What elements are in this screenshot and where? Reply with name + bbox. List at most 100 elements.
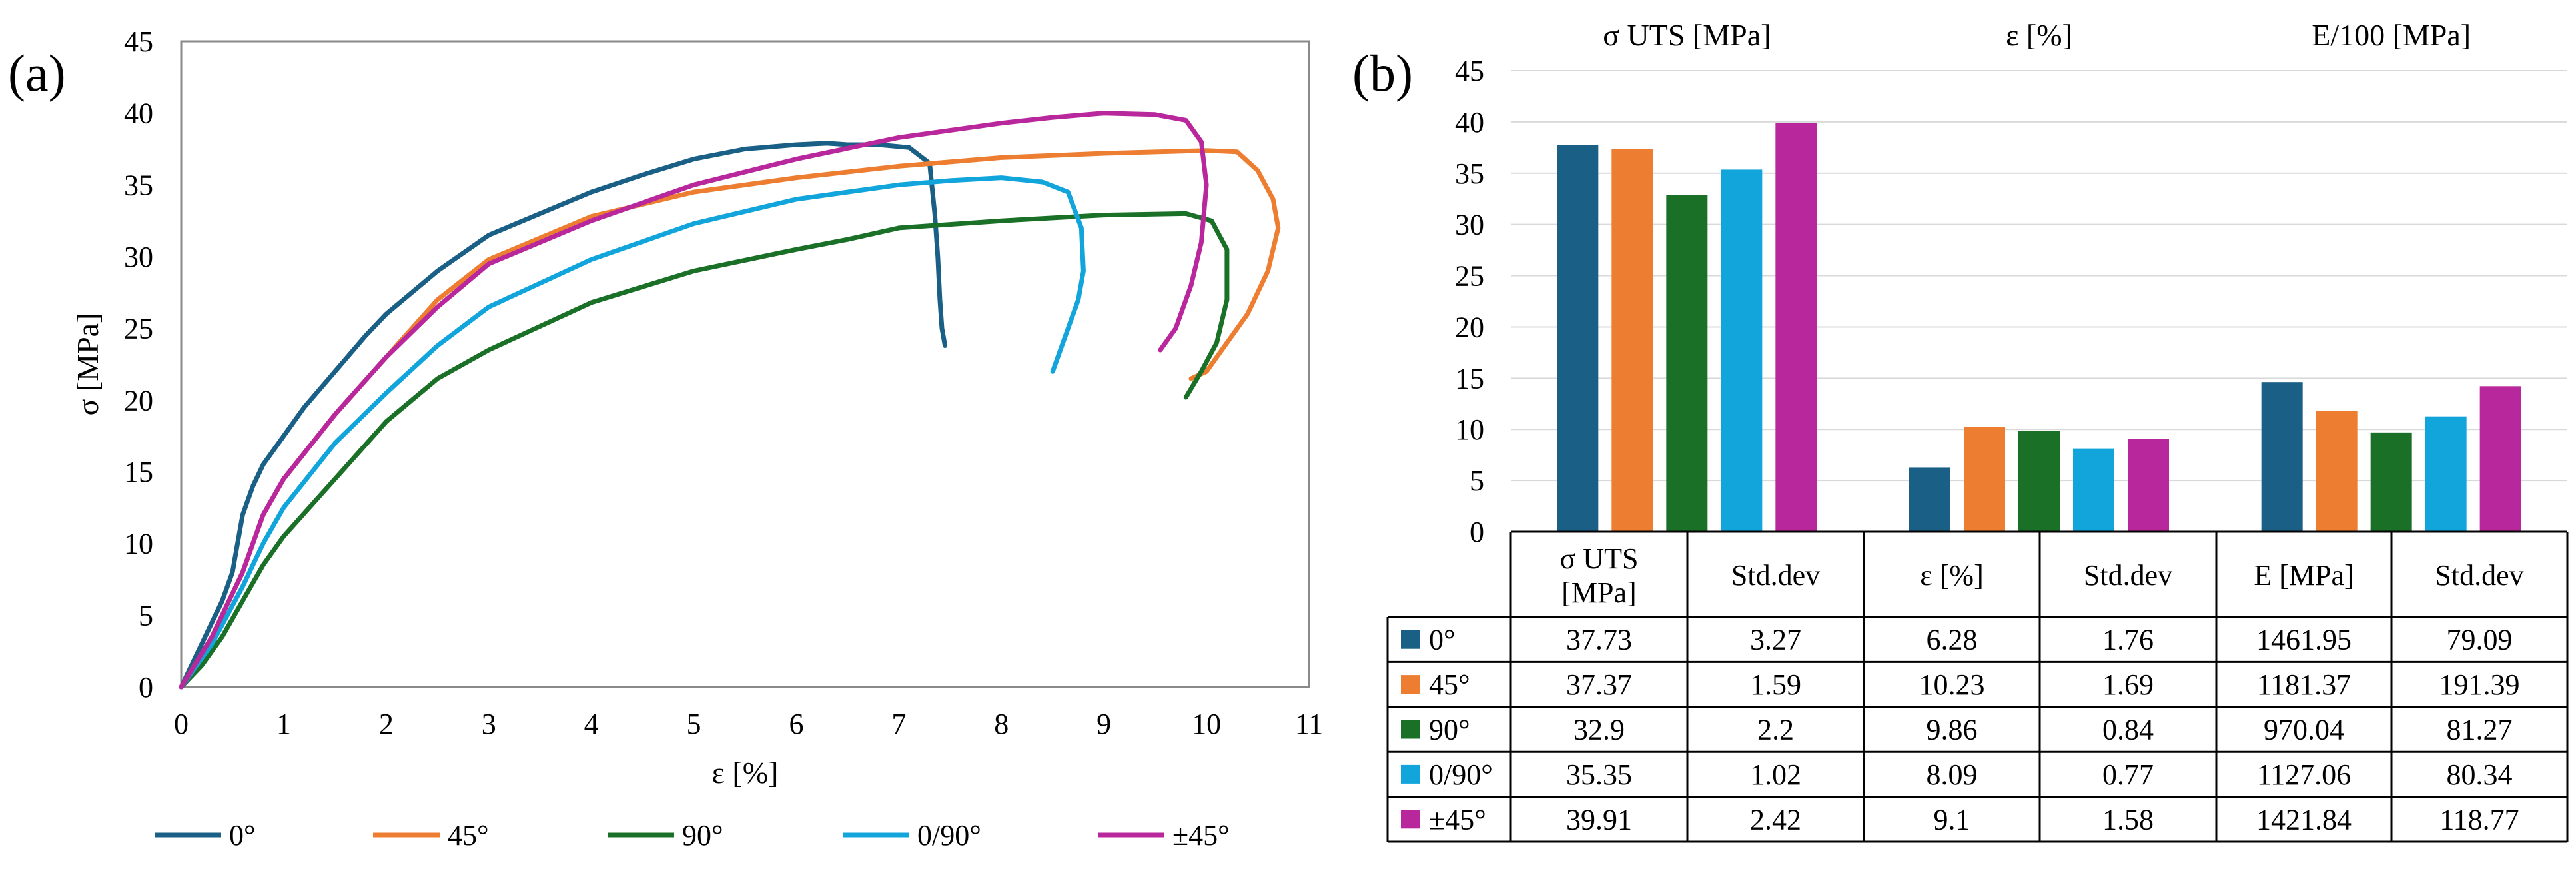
group-title: ε [%] xyxy=(2006,18,2072,52)
table-cell: 191.39 xyxy=(2439,668,2520,701)
table-header-cell: Std.dev xyxy=(2084,559,2172,592)
y-tick-label: 5 xyxy=(139,599,153,632)
legend-key-swatch xyxy=(1401,630,1420,649)
series-line-2 xyxy=(179,211,1230,690)
table-header-cell: σ UTS xyxy=(1560,542,1639,575)
table-row: ±45° 39.91 2.42 9.1 1.58 1421.84 118.77 xyxy=(1401,803,2519,836)
y-tick-label: 40 xyxy=(1455,106,1484,139)
bar xyxy=(2316,411,2358,532)
bar xyxy=(2073,448,2114,532)
y-tick-label: 10 xyxy=(124,528,153,560)
table-cell: 37.73 xyxy=(1566,624,1632,656)
table-row: 45° 37.37 1.59 10.23 1.69 1181.37 191.39 xyxy=(1401,668,2520,701)
x-tick-label: 3 xyxy=(482,708,496,740)
table-cell: 9.86 xyxy=(1927,714,1978,746)
y-tick-label: 20 xyxy=(124,384,153,417)
legend-label: ±45° xyxy=(1172,819,1230,852)
bar xyxy=(1964,427,2005,532)
bar xyxy=(1909,467,1950,532)
table-cell: 2.2 xyxy=(1757,714,1794,746)
y-tick-label: 25 xyxy=(1455,260,1484,293)
table-cell: 1461.95 xyxy=(2256,624,2352,656)
table-cell: 1127.06 xyxy=(2257,758,2351,791)
x-tick-label: 6 xyxy=(789,708,803,740)
y-tick-label: 10 xyxy=(1455,413,1484,446)
table-cell: 1.69 xyxy=(2102,668,2154,701)
data-table: σ UTS[MPa] Std.dev ε [%] Std.dev E [MPa] Std.… xyxy=(1386,530,2569,843)
legend-key-swatch xyxy=(1401,810,1420,829)
bar xyxy=(1666,195,1708,532)
table-cell: 32.9 xyxy=(1573,714,1625,746)
table-cell: 118.77 xyxy=(2439,803,2519,836)
panel-a-label: (a) xyxy=(8,44,66,102)
bar-chart: 0 5 10 15 20 25 30 35 40 45 σ UTS [MPa] ε [%] E/100 … xyxy=(1455,18,2567,548)
x-axis-title: ε [%] xyxy=(712,756,779,790)
x-tick-label: 4 xyxy=(584,708,599,740)
x-tick-label: 5 xyxy=(687,708,701,740)
x-tick-label: 8 xyxy=(994,708,1009,740)
table-cell: 1.76 xyxy=(2102,624,2154,656)
bar xyxy=(1775,123,1817,532)
bar xyxy=(2370,432,2412,532)
table-header-cell: E [MPa] xyxy=(2254,559,2354,592)
table-cell: 79.09 xyxy=(2447,624,2513,656)
x-tick-label: 9 xyxy=(1096,708,1111,740)
row-label: 90° xyxy=(1429,714,1470,746)
legend-label: 90° xyxy=(682,819,723,852)
y-tick-label: 0 xyxy=(139,671,153,704)
y-tick-label: 45 xyxy=(124,25,153,58)
table-cell: 2.42 xyxy=(1750,803,1801,836)
table-header-cell: Std.dev xyxy=(1731,559,1820,592)
x-tick-label: 7 xyxy=(891,708,906,740)
x-tick-label: 11 xyxy=(1295,708,1323,740)
x-tick-label: 10 xyxy=(1192,708,1221,740)
table-cell: 10.23 xyxy=(1919,668,1985,701)
table-cell: 3.27 xyxy=(1750,624,1801,656)
group-title: E/100 [MPa] xyxy=(2312,18,2471,52)
y-tick-label: 30 xyxy=(1455,209,1484,241)
legend-item: ±45° xyxy=(1098,819,1230,852)
bar xyxy=(2128,439,2169,532)
table-header-cell: Std.dev xyxy=(2435,559,2523,592)
table-cell: 1.59 xyxy=(1750,668,1801,701)
bar xyxy=(2018,431,2060,532)
table-cell: 1.58 xyxy=(2102,803,2154,836)
table-cell: 35.35 xyxy=(1566,758,1632,791)
table-cell: 39.91 xyxy=(1566,803,1632,836)
row-label: 0/90° xyxy=(1429,758,1493,791)
table-cell: 1181.37 xyxy=(2257,668,2351,701)
legend-key-swatch xyxy=(1401,675,1420,694)
legend-label: 0/90° xyxy=(917,819,981,852)
legend-label: 45° xyxy=(448,819,489,852)
legend-item: 0° xyxy=(155,819,256,852)
legend-key-swatch xyxy=(1401,720,1420,739)
table-cell: 81.27 xyxy=(2447,714,2513,746)
x-tick-label: 1 xyxy=(276,708,291,740)
table-row: 0/90° 35.35 1.02 8.09 0.77 1127.06 80.34 xyxy=(1401,758,2513,791)
y-tick-label: 0 xyxy=(1470,516,1484,548)
table-cell: 8.09 xyxy=(1927,758,1978,791)
row-label: ±45° xyxy=(1429,803,1486,836)
x-tick-label: 0 xyxy=(174,708,189,740)
table-row: 90° 32.9 2.2 9.86 0.84 970.04 81.27 xyxy=(1401,714,2513,746)
y-tick-label: 5 xyxy=(1470,464,1484,497)
table-cell: 970.04 xyxy=(2264,714,2344,746)
y-axis-title: σ [MPa] xyxy=(71,313,105,416)
group-title: σ UTS [MPa] xyxy=(1603,18,1771,52)
table-row: 0° 37.73 3.27 6.28 1.76 1461.95 79.09 xyxy=(1401,624,2513,656)
legend-label: 0° xyxy=(229,819,256,852)
x-tick-label: 2 xyxy=(379,708,394,740)
y-tick-label: 35 xyxy=(1455,157,1484,190)
legend-item: 45° xyxy=(373,819,489,852)
table-cell: 80.34 xyxy=(2447,758,2513,791)
bar xyxy=(2261,382,2303,532)
table-cell: 0.84 xyxy=(2102,714,2154,746)
y-tick-label: 20 xyxy=(1455,311,1484,343)
y-tick-label: 35 xyxy=(124,169,153,201)
y-tick-label: 30 xyxy=(124,241,153,273)
row-label: 0° xyxy=(1429,624,1456,656)
bar xyxy=(2479,386,2521,532)
series-line-3 xyxy=(179,175,1086,690)
series-line-0 xyxy=(179,141,948,690)
